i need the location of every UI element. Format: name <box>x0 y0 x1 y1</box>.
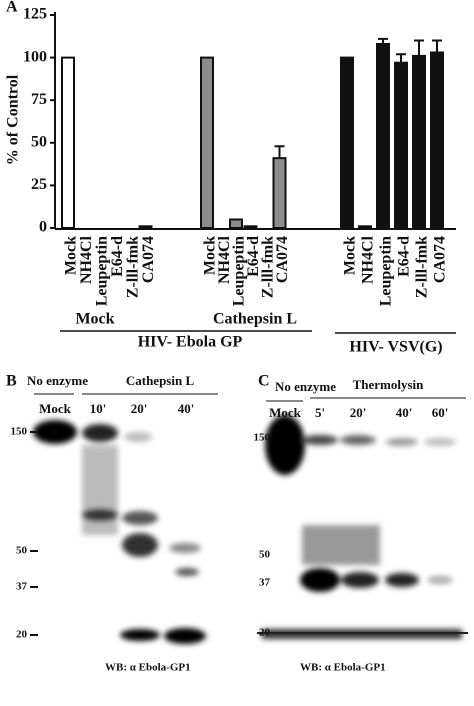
bar <box>376 42 390 229</box>
bar <box>243 225 258 230</box>
x-tick-label: Z-lll-fmk <box>414 236 431 298</box>
panel-label: B <box>6 373 17 390</box>
group-label: HIV- VSV(G) <box>349 339 442 356</box>
x-tick-label: Mock <box>202 236 219 275</box>
header: No enzyme <box>275 379 336 394</box>
marker-label: 150 <box>11 426 28 438</box>
bands <box>33 420 206 644</box>
blot-c: C No enzyme Thermolysin <box>257 373 468 639</box>
x-tick-label: NH4Cl <box>216 235 233 284</box>
error-bar <box>274 145 285 159</box>
header: No enzyme <box>27 373 88 388</box>
lane-label: 5' <box>315 405 325 420</box>
x-tick-label: Z-lll-fmk <box>260 236 277 298</box>
header: Thermolysin <box>353 377 425 392</box>
panel-label: C <box>258 373 270 390</box>
bar <box>272 157 287 229</box>
x-tick-label: CA074 <box>140 236 157 283</box>
marker-label: 150 <box>254 432 271 444</box>
lane-label: 20' <box>131 401 148 416</box>
x-tick-label: CA074 <box>274 236 291 283</box>
panel-label: A <box>6 0 18 16</box>
lane-label: 40' <box>178 401 195 416</box>
lane-label: 60' <box>432 405 449 420</box>
y-axis-label: % of Control <box>5 74 22 165</box>
x-tick-label: Leupeptin <box>94 236 111 306</box>
bar <box>412 54 426 230</box>
bar <box>430 51 444 229</box>
group-label: Mock <box>75 311 114 328</box>
y-tick-label: 125 <box>23 6 47 23</box>
wb-label: WB: α Ebola-GP1 <box>105 662 191 674</box>
error-bar <box>378 37 388 44</box>
x-tick-label: Leupeptin <box>378 236 395 306</box>
bar <box>61 56 75 229</box>
marker-label: 20 <box>259 627 271 639</box>
marker-label: 37 <box>16 581 28 593</box>
bar <box>229 218 243 229</box>
y-tick-label: 75 <box>31 91 47 108</box>
group-label: Cathepsin L <box>213 311 297 328</box>
bar <box>340 56 354 229</box>
marker-label: 50 <box>16 545 28 557</box>
lane-label: 10' <box>90 401 107 416</box>
y-tick-label: 100 <box>23 48 47 65</box>
x-tick-label: E64-d <box>396 236 413 277</box>
x-tick-label: E64-d <box>245 236 262 277</box>
lane-label: Mock <box>39 401 72 416</box>
wb-label: WB: α Ebola-GP1 <box>300 662 386 674</box>
header: Cathepsin L <box>126 373 195 388</box>
blot-b: B No enzyme Cathepsin L <box>6 373 218 644</box>
y-tick-label: 50 <box>31 133 47 150</box>
bar <box>358 225 372 230</box>
x-tick-label: Leupeptin <box>231 236 248 306</box>
error-bar <box>414 39 424 56</box>
group-label: HIV- Ebola GP <box>138 334 243 351</box>
x-tick-label: NH4Cl <box>78 235 95 284</box>
bands <box>262 415 462 639</box>
lane-label: Mock <box>269 405 302 420</box>
bar <box>138 225 153 230</box>
x-tick-label: NH4Cl <box>360 235 377 284</box>
marker-label: 20 <box>16 629 28 641</box>
bar <box>200 56 214 229</box>
marker-label: 50 <box>259 549 271 561</box>
lane-label: 40' <box>396 405 413 420</box>
lane-label: 20' <box>350 405 367 420</box>
error-bar <box>432 39 442 53</box>
x-tick-label: Mock <box>63 236 80 275</box>
x-tick-label: Z-lll-fmk <box>125 236 142 298</box>
y-tick-label: 25 <box>31 176 47 193</box>
x-tick-label: E64-d <box>109 236 126 277</box>
x-tick-label: CA074 <box>432 236 449 283</box>
marker-label: 37 <box>259 577 271 589</box>
error-bar <box>396 53 406 63</box>
x-tick-label: Mock <box>342 236 359 275</box>
bar <box>394 61 408 229</box>
y-tick-label: 0 <box>39 219 47 236</box>
